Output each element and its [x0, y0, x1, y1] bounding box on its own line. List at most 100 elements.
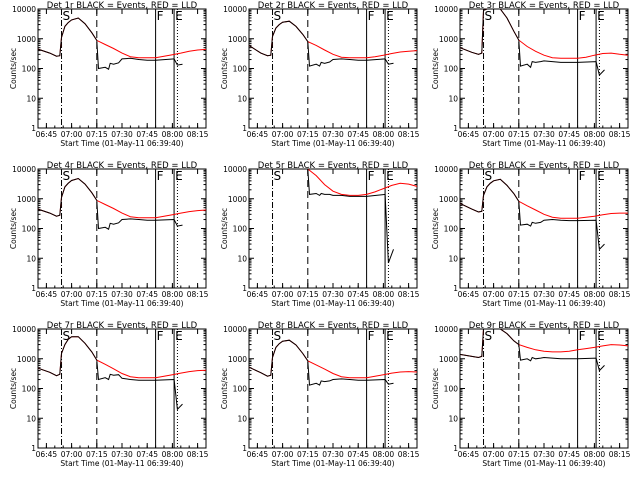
- panel-title: Det 4r BLACK = Events, RED = LLD: [47, 161, 198, 171]
- y-tick-label: 100: [444, 65, 459, 74]
- y-tick-label: 10: [26, 414, 36, 423]
- x-axis-label: Start Time (01-May-11 06:39:40): [482, 139, 605, 148]
- plot-frame: [459, 168, 629, 289]
- x-tick-label: 08:00: [373, 450, 395, 459]
- x-tick-label: 07:15: [508, 450, 530, 459]
- x-axis-label: Start Time (01-May-11 06:39:40): [482, 459, 605, 468]
- x-tick-label: 07:30: [111, 290, 133, 299]
- y-axis-label: Counts/sec: [9, 368, 18, 409]
- x-tick-label: 06:45: [36, 130, 58, 139]
- x-tick-label: 06:45: [458, 450, 480, 459]
- series-events-line: [459, 328, 605, 372]
- series-events-line: [37, 17, 183, 70]
- x-tick-label: 08:00: [584, 130, 606, 139]
- y-axis-label: Counts/sec: [220, 368, 229, 409]
- marker-label: S: [63, 9, 71, 23]
- x-tick-label: 08:00: [584, 290, 606, 299]
- marker-label: E: [386, 9, 394, 23]
- marker-label: E: [386, 329, 394, 343]
- x-tick-label: 06:45: [36, 290, 58, 299]
- y-tick-label: 10000: [434, 325, 458, 334]
- plot-frame: [248, 328, 418, 449]
- x-tick-label: 08:00: [162, 450, 184, 459]
- x-tick-label: 07:30: [322, 450, 344, 459]
- y-axis-label: Counts/sec: [431, 368, 440, 409]
- x-tick-label: 07:15: [508, 130, 530, 139]
- y-tick-label: 1000: [17, 355, 36, 364]
- x-tick-label: 08:15: [398, 290, 420, 299]
- x-tick-label: 08:15: [609, 130, 631, 139]
- x-tick-label: 08:15: [609, 450, 631, 459]
- x-tick-label: 07:45: [558, 450, 580, 459]
- plot-frame: [248, 8, 418, 129]
- x-axis-label: Start Time (01-May-11 06:39:40): [60, 299, 183, 308]
- x-axis-label: Start Time (01-May-11 06:39:40): [271, 139, 394, 148]
- x-axis-label: Start Time (01-May-11 06:39:40): [60, 139, 183, 148]
- x-tick-label: 06:45: [458, 290, 480, 299]
- panel-title: Det 8r BLACK = Events, RED = LLD: [258, 321, 409, 331]
- x-tick-label: 06:45: [247, 450, 269, 459]
- y-tick-label: 1: [453, 284, 458, 293]
- x-tick-label: 07:00: [483, 130, 505, 139]
- y-tick-label: 10: [237, 414, 247, 423]
- y-tick-label: 10: [26, 94, 36, 103]
- panel-5: Det 5r BLACK = Events, RED = LLD 1 10 100 10…: [220, 161, 420, 308]
- marker-label: F: [157, 329, 164, 343]
- x-tick-label: 07:30: [322, 130, 344, 139]
- series-lld-line: [248, 20, 418, 59]
- series-lld-line: [37, 177, 207, 219]
- x-tick-label: 08:00: [162, 130, 184, 139]
- x-tick-label: 07:15: [508, 290, 530, 299]
- x-tick-label: 07:30: [111, 130, 133, 139]
- x-tick-label: 07:00: [272, 290, 294, 299]
- panel-1: Det 1r BLACK = Events, RED = LLD 1 10 100 10…: [9, 1, 209, 148]
- y-tick-label: 1000: [439, 355, 458, 364]
- y-tick-label: 1: [31, 124, 36, 133]
- x-tick-label: 07:00: [61, 290, 83, 299]
- x-tick-label: 08:00: [373, 290, 395, 299]
- x-tick-label: 07:30: [111, 450, 133, 459]
- panel-title: Det 1r BLACK = Events, RED = LLD: [47, 1, 198, 11]
- x-tick-label: 07:00: [272, 130, 294, 139]
- series-events-line: [37, 336, 183, 411]
- y-tick-label: 100: [22, 65, 37, 74]
- marker-label: E: [597, 329, 605, 343]
- x-tick-label: 08:15: [398, 130, 420, 139]
- marker-label: E: [175, 329, 183, 343]
- panel-4: Det 4r BLACK = Events, RED = LLD 1 10 100 10…: [9, 161, 209, 308]
- marker-label: E: [386, 169, 394, 183]
- x-tick-label: 08:00: [584, 450, 606, 459]
- plot-frame: [459, 8, 629, 129]
- x-tick-label: 08:00: [373, 130, 395, 139]
- marker-label: S: [485, 9, 493, 23]
- marker-label: F: [157, 9, 164, 23]
- x-tick-label: 07:15: [86, 130, 108, 139]
- panel-9: Det 9r BLACK = Events, RED = LLD 1 10 100 10…: [431, 321, 631, 468]
- x-tick-label: 06:45: [36, 450, 58, 459]
- marker-label: S: [274, 329, 282, 343]
- marker-label: F: [368, 169, 375, 183]
- plot-frame: [37, 328, 207, 449]
- y-tick-label: 1000: [228, 195, 247, 204]
- x-axis-label: Start Time (01-May-11 06:39:40): [271, 459, 394, 468]
- x-tick-label: 07:15: [297, 450, 319, 459]
- y-tick-label: 100: [233, 225, 248, 234]
- marker-label: F: [579, 329, 586, 343]
- y-tick-label: 10000: [12, 5, 36, 14]
- x-axis-label: Start Time (01-May-11 06:39:40): [60, 459, 183, 468]
- y-axis-label: Counts/sec: [9, 48, 18, 89]
- plot-frame: [248, 168, 418, 289]
- marker-label: F: [579, 9, 586, 23]
- panel-title: Det 6r BLACK = Events, RED = LLD: [469, 161, 620, 171]
- series-events-line: [37, 177, 183, 230]
- series-lld-line: [37, 17, 207, 59]
- y-tick-label: 1: [31, 444, 36, 453]
- x-tick-label: 07:30: [533, 130, 555, 139]
- y-tick-label: 1000: [439, 35, 458, 44]
- y-tick-label: 1: [31, 284, 36, 293]
- panel-2: Det 2r BLACK = Events, RED = LLD 1 10 100 10…: [220, 1, 420, 148]
- y-tick-label: 10: [237, 254, 247, 263]
- x-tick-label: 07:45: [558, 130, 580, 139]
- marker-label: F: [368, 9, 375, 23]
